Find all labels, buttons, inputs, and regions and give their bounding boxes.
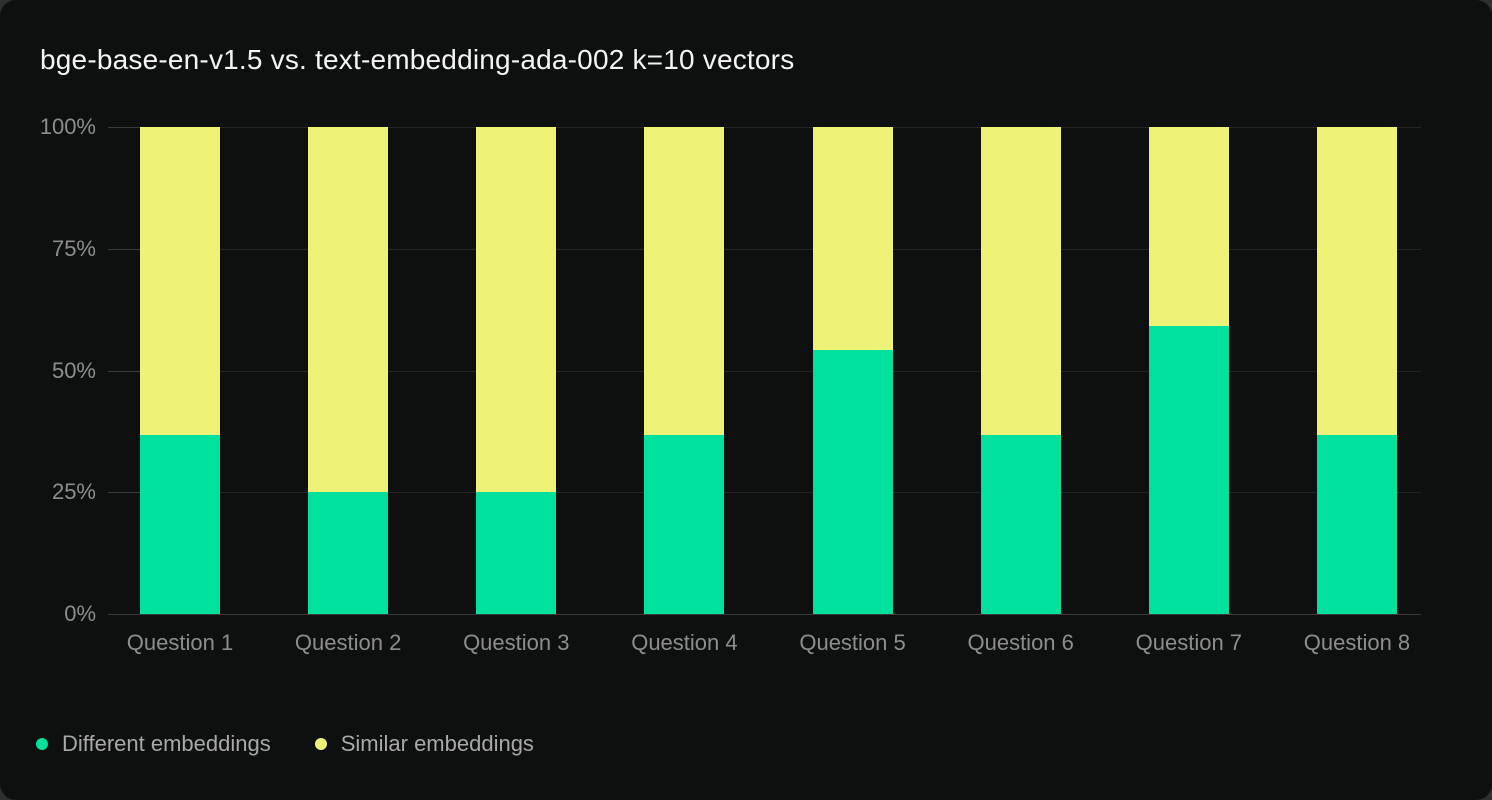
bar-segment-similar-embeddings-q7[interactable] <box>1148 127 1229 327</box>
y-axis-tick <box>108 370 140 372</box>
bar-segment-different-embeddings-q2[interactable] <box>308 492 389 614</box>
bar-segment-different-embeddings-q5[interactable] <box>812 350 893 614</box>
y-axis-label: 0% <box>64 601 96 626</box>
bar-segment-similar-embeddings-q3[interactable] <box>476 127 557 493</box>
legend-item-different-embeddings[interactable]: Different embeddings <box>36 731 271 757</box>
y-axis-tick <box>108 127 140 128</box>
x-axis-line <box>108 614 1421 615</box>
bar-segment-similar-embeddings-q6[interactable] <box>980 127 1061 435</box>
y-axis-label: 75% <box>51 235 96 261</box>
bar-segment-different-embeddings-q7[interactable] <box>1148 326 1229 614</box>
y-axis-tick <box>108 248 140 250</box>
x-axis-label: Question 2 <box>294 630 402 655</box>
chart-title: bge-base-en-v1.5 vs. text-embedding-ada-… <box>40 44 795 75</box>
x-axis-label: Question 5 <box>799 630 906 655</box>
y-axis-label: 100% <box>39 114 96 139</box>
x-axis-label: Question 6 <box>967 630 1074 655</box>
bar-segment-different-embeddings-q8[interactable] <box>1316 434 1397 614</box>
bar-segment-similar-embeddings-q1[interactable] <box>140 127 220 435</box>
y-axis-label: 50% <box>51 357 96 383</box>
x-axis-label: Question 3 <box>463 630 570 655</box>
legend-label: Different embeddings <box>62 731 271 756</box>
bar-segment-similar-embeddings-q5[interactable] <box>812 127 893 351</box>
chart-legend: Different embeddings Similar embeddings <box>36 731 534 757</box>
y-axis-label: 25% <box>51 479 96 505</box>
legend-swatch-icon <box>36 738 48 750</box>
legend-swatch-icon <box>314 738 327 750</box>
x-axis-label: Question 4 <box>631 630 738 655</box>
bar-segment-different-embeddings-q6[interactable] <box>980 434 1061 614</box>
bar-segment-similar-embeddings-q4[interactable] <box>644 127 725 435</box>
x-axis-label: Question 8 <box>1303 630 1411 655</box>
gridline <box>108 370 1421 372</box>
legend-label: Similar embeddings <box>340 731 534 756</box>
bar-segment-similar-embeddings-q2[interactable] <box>308 127 389 493</box>
bar-segment-similar-embeddings-q8[interactable] <box>1316 127 1397 435</box>
gridline <box>108 248 1421 250</box>
x-axis-label: Question 7 <box>1135 630 1243 655</box>
x-axis-label: Question 1 <box>126 630 234 655</box>
bar-segment-different-embeddings-q4[interactable] <box>644 434 725 614</box>
gridline <box>108 492 1421 494</box>
y-axis-tick <box>108 492 140 494</box>
bar-segment-different-embeddings-q3[interactable] <box>476 492 557 614</box>
legend-item-similar-embeddings[interactable]: Similar embeddings <box>314 731 534 757</box>
bar-segment-different-embeddings-q1[interactable] <box>140 434 220 614</box>
gridline <box>108 127 1421 128</box>
y-axis-tick <box>108 614 140 615</box>
